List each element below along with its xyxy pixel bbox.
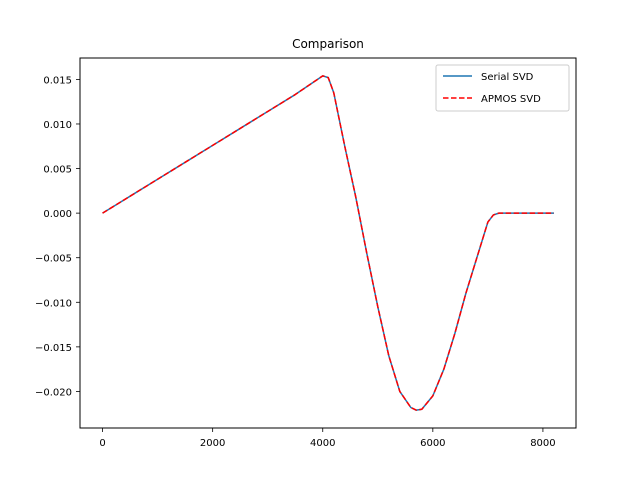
chart-title: Comparison [292, 37, 364, 51]
x-tick-label: 2000 [200, 438, 225, 449]
y-axis: 0.015 0.010 0.005 0.000 −0.005 −0.010 −0.015 −0… [35, 75, 80, 398]
legend-label-serial-svd: Serial SVD [481, 72, 534, 83]
y-tick-label: −0.015 [35, 343, 72, 354]
x-axis: 0 2000 4000 6000 8000 [99, 428, 556, 449]
legend-label-apmos-svd: APMOS SVD [481, 94, 541, 105]
y-tick-label: 0.000 [43, 209, 72, 220]
y-tick-label: 0.010 [43, 120, 72, 131]
x-tick-label: 8000 [530, 438, 555, 449]
y-tick-label: 0.005 [43, 165, 72, 176]
series-line-apmos-svd [102, 75, 554, 411]
series-layer [102, 75, 554, 411]
x-tick-label: 0 [99, 438, 105, 449]
x-tick-label: 6000 [420, 438, 445, 449]
x-tick-label: 4000 [310, 438, 335, 449]
y-tick-label: −0.010 [35, 298, 72, 309]
y-tick-label: −0.020 [35, 387, 72, 398]
y-tick-label: 0.015 [43, 75, 72, 86]
plot-frame [79, 57, 577, 429]
y-tick-label: −0.005 [35, 254, 72, 265]
legend: Serial SVD APMOS SVD [435, 64, 570, 112]
